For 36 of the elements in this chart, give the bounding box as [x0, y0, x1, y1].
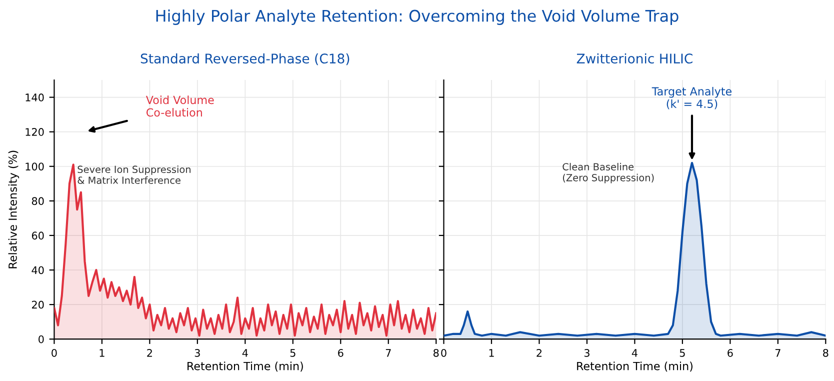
x-tick-label: 0	[52, 348, 57, 357]
y-tick-label: 100	[26, 162, 44, 170]
x-tick-label: 6	[338, 348, 344, 357]
y-axis-title: Relative Intensity (%)	[8, 150, 20, 268]
y-tick-label: 120	[26, 128, 44, 136]
chart-title: Highly Polar Analyte Retention: Overcoming the Void Volume Trap	[156, 10, 678, 25]
x-tick-label: 2	[536, 348, 542, 357]
x-tick-label: 3	[194, 348, 200, 357]
chart-subtitle: Zwitterionic HILIC	[576, 53, 692, 64]
x-tick-label: 6	[728, 348, 733, 357]
x-tick-label: 4	[242, 349, 248, 357]
x-tick-label: 1	[489, 349, 494, 357]
x-tick-label: 7	[386, 349, 391, 357]
x-axis-title: Retention Time (min)	[188, 362, 303, 372]
chart-subtitle: Standard Reversed-Phase (C18)	[140, 53, 350, 66]
y-tick-label: 40	[32, 266, 44, 274]
y-tick-label: 0	[38, 335, 44, 344]
x-tick-label: 8	[823, 348, 828, 357]
x-tick-label: 3	[584, 348, 590, 357]
x-tick-label: 5	[680, 349, 685, 357]
annotation: Severe Ion Suppression & Matrix Interference	[78, 166, 190, 184]
x-tick-label: 1	[100, 349, 104, 357]
annotation: Target Analyte (k' = 4.5)	[652, 86, 732, 110]
x-tick-label: 2	[147, 348, 152, 357]
y-tick-label: 140	[26, 94, 44, 102]
annotation: Void Volume Co-elution	[146, 96, 214, 117]
x-tick-label: 4	[632, 349, 638, 357]
y-tick-label: 20	[32, 300, 44, 309]
x-tick-label: 8	[434, 348, 439, 357]
x-axis-title: Retention Time (min)	[577, 362, 692, 372]
x-tick-label: 5	[290, 349, 296, 357]
annotation: Clean Baseline (Zero Suppression)	[562, 162, 654, 184]
y-tick-label: 80	[32, 197, 44, 206]
y-tick-label: 60	[32, 232, 44, 240]
x-tick-label: 0	[441, 348, 446, 357]
x-tick-label: 7	[775, 349, 780, 357]
